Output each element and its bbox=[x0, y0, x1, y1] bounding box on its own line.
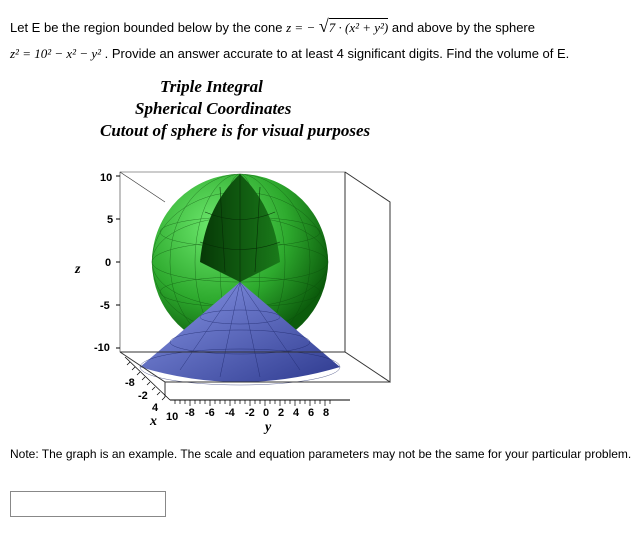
answer-input[interactable] bbox=[10, 491, 166, 517]
problem-statement: Let E be the region bounded below by the… bbox=[10, 10, 632, 66]
mid-text-2: . Provide an answer accurate to at least… bbox=[105, 46, 570, 61]
chart-svg bbox=[90, 152, 410, 432]
z-axis-label: z bbox=[75, 262, 80, 278]
note-text: The graph is an example. The scale and e… bbox=[39, 447, 632, 461]
sqrt-content: 7 · (x² + y²) bbox=[329, 18, 389, 35]
note-block: Note: The graph is an example. The scale… bbox=[10, 447, 632, 461]
z-axis-ticks bbox=[116, 176, 120, 348]
sqrt-symbol: √ bbox=[319, 16, 329, 36]
title-line-1: Triple Integral bbox=[100, 76, 632, 98]
title-line-2: Spherical Coordinates bbox=[100, 98, 632, 120]
sphere-equation: z² = 10² − x² − y² bbox=[10, 46, 101, 61]
cone-equation-lhs: z = − bbox=[286, 20, 315, 35]
title-line-3: Cutout of sphere is for visual purposes bbox=[100, 120, 632, 142]
y-axis-minor-ticks bbox=[175, 400, 330, 406]
chart-title-block: Triple Integral Spherical Coordinates Cu… bbox=[10, 76, 632, 142]
intro-text: Let E be the region bounded below by the… bbox=[10, 20, 286, 35]
chart-3d: z x y 10 5 0 -5 -10 -8 -2 4 10 -8 -6 -4 … bbox=[90, 152, 410, 432]
note-label: Note: bbox=[10, 447, 39, 461]
mid-text-1: and above by the sphere bbox=[392, 20, 535, 35]
